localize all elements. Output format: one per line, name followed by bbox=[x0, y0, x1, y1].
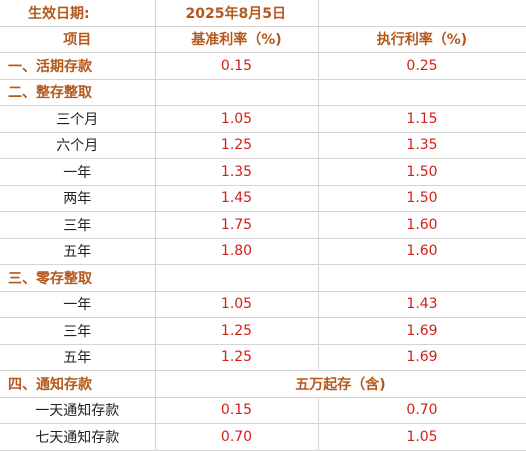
table-row: 三年 1.25 1.69 bbox=[0, 317, 526, 345]
table-row: 一年 1.35 1.50 bbox=[0, 158, 526, 186]
base-rate-cell: 1.05 bbox=[154, 290, 319, 318]
term-cell: 一年 bbox=[0, 290, 156, 318]
base-rate-cell: 0.15 bbox=[154, 396, 319, 424]
term-cell: 三年 bbox=[0, 317, 156, 345]
header-exec-rate: 执行利率（%) bbox=[317, 25, 526, 53]
base-rate-cell: 1.05 bbox=[154, 105, 319, 133]
exec-rate-cell: 1.69 bbox=[317, 317, 526, 345]
term-cell: 六个月 bbox=[0, 131, 156, 159]
section-title-installment: 三、零存整取 bbox=[0, 264, 156, 292]
base-rate-cell: 1.25 bbox=[154, 343, 319, 371]
section-title-demand: 一、活期存款 bbox=[0, 52, 156, 80]
table-row: 七天通知存款 0.70 1.05 bbox=[0, 423, 526, 451]
base-rate-cell: 1.75 bbox=[154, 211, 319, 239]
lump-sum-section-row: 二、整存整取 bbox=[0, 78, 526, 106]
term-cell: 五年 bbox=[0, 343, 156, 371]
exec-rate-cell: 0.70 bbox=[317, 396, 526, 424]
header-row: 项目 基准利率（%) 执行利率（%) bbox=[0, 25, 526, 53]
term-cell: 两年 bbox=[0, 184, 156, 212]
exec-rate-cell: 1.50 bbox=[317, 184, 526, 212]
base-rate-cell: 0.70 bbox=[154, 423, 319, 451]
table-row: 三个月 1.05 1.15 bbox=[0, 105, 526, 133]
exec-rate-cell: 1.69 bbox=[317, 343, 526, 371]
notice-section-row: 四、通知存款 五万起存（含) bbox=[0, 370, 526, 398]
base-rate-cell: 1.25 bbox=[154, 131, 319, 159]
term-cell: 一年 bbox=[0, 158, 156, 186]
effective-date-value: 2025年8月5日 bbox=[154, 0, 319, 27]
empty-cell bbox=[317, 0, 526, 27]
term-cell: 三年 bbox=[0, 211, 156, 239]
installment-section-row: 三、零存整取 bbox=[0, 264, 526, 292]
exec-rate-cell: 1.35 bbox=[317, 131, 526, 159]
table-row: 一天通知存款 0.15 0.70 bbox=[0, 396, 526, 424]
base-rate-cell: 1.25 bbox=[154, 317, 319, 345]
header-item: 项目 bbox=[0, 25, 156, 53]
section-title-lump-sum: 二、整存整取 bbox=[0, 78, 156, 106]
demand-deposit-row: 一、活期存款 0.15 0.25 bbox=[0, 52, 526, 80]
exec-rate-cell: 1.15 bbox=[317, 105, 526, 133]
empty-cell bbox=[154, 264, 319, 292]
table-row: 五年 1.80 1.60 bbox=[0, 237, 526, 265]
table-row: 五年 1.25 1.69 bbox=[0, 343, 526, 371]
empty-cell bbox=[154, 78, 319, 106]
section-title-notice: 四、通知存款 bbox=[0, 370, 156, 398]
table-row: 两年 1.45 1.50 bbox=[0, 184, 526, 212]
empty-cell bbox=[317, 78, 526, 106]
empty-cell bbox=[317, 264, 526, 292]
base-rate-cell: 0.15 bbox=[154, 52, 319, 80]
exec-rate-cell: 1.43 bbox=[317, 290, 526, 318]
term-cell: 三个月 bbox=[0, 105, 156, 133]
exec-rate-cell: 1.60 bbox=[317, 211, 526, 239]
effective-date-row: 生效日期: 2025年8月5日 bbox=[0, 0, 526, 27]
exec-rate-cell: 1.60 bbox=[317, 237, 526, 265]
table-row: 六个月 1.25 1.35 bbox=[0, 131, 526, 159]
base-rate-cell: 1.80 bbox=[154, 237, 319, 265]
table-row: 一年 1.05 1.43 bbox=[0, 290, 526, 318]
exec-rate-cell: 1.05 bbox=[317, 423, 526, 451]
term-cell: 七天通知存款 bbox=[0, 423, 156, 451]
exec-rate-cell: 1.50 bbox=[317, 158, 526, 186]
table-row: 三年 1.75 1.60 bbox=[0, 211, 526, 239]
effective-date-label: 生效日期: bbox=[0, 0, 156, 27]
base-rate-cell: 1.35 bbox=[154, 158, 319, 186]
base-rate-cell: 1.45 bbox=[154, 184, 319, 212]
notice-minimum-note: 五万起存（含) bbox=[154, 370, 526, 398]
term-cell: 一天通知存款 bbox=[0, 396, 156, 424]
exec-rate-cell: 0.25 bbox=[317, 52, 526, 80]
term-cell: 五年 bbox=[0, 237, 156, 265]
header-base-rate: 基准利率（%) bbox=[154, 25, 319, 53]
